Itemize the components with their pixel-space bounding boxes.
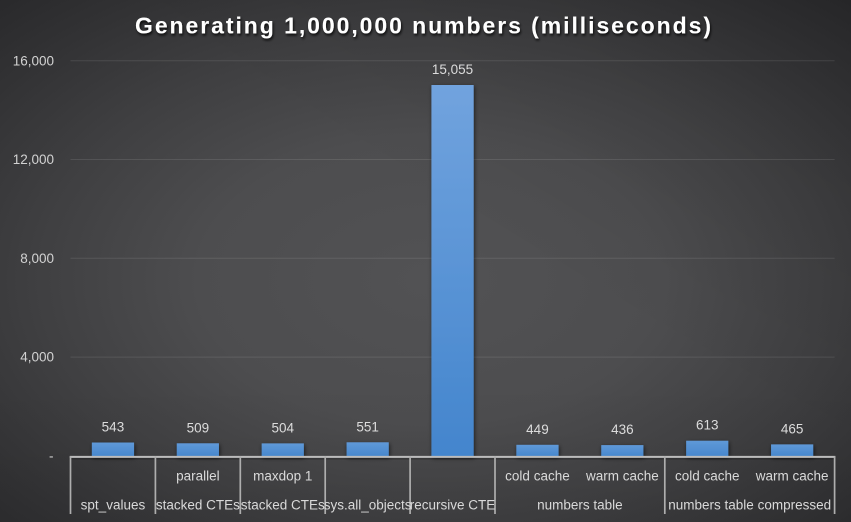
svg-text:504: 504	[271, 420, 294, 435]
svg-text:stacked CTEs: stacked CTEs	[241, 498, 325, 513]
svg-text:parallel: parallel	[176, 469, 220, 484]
svg-text:465: 465	[781, 421, 804, 436]
svg-text:12,000: 12,000	[13, 152, 54, 167]
svg-text:numbers table compressed: numbers table compressed	[668, 498, 831, 513]
svg-text:cold cache: cold cache	[505, 469, 570, 484]
svg-text:sys.all_objects: sys.all_objects	[324, 498, 412, 513]
svg-text:8,000: 8,000	[20, 251, 54, 266]
svg-text:543: 543	[102, 420, 125, 435]
svg-text:4,000: 4,000	[20, 350, 54, 365]
svg-text:warm cache: warm cache	[585, 469, 659, 484]
svg-text:numbers table: numbers table	[537, 498, 623, 513]
svg-text:stacked CTEs: stacked CTEs	[156, 498, 240, 513]
svg-text:613: 613	[696, 418, 719, 433]
svg-text:449: 449	[526, 422, 549, 437]
svg-text:Generating 1,000,000 numbers (: Generating 1,000,000 numbers (millisecon…	[135, 13, 711, 39]
svg-text:spt_values: spt_values	[81, 498, 146, 513]
svg-text:recursive CTE: recursive CTE	[410, 498, 496, 513]
svg-text:551: 551	[356, 419, 379, 434]
svg-text:maxdop 1: maxdop 1	[253, 469, 312, 484]
svg-text:warm cache: warm cache	[755, 469, 829, 484]
svg-text:cold cache: cold cache	[675, 469, 740, 484]
svg-text:16,000: 16,000	[13, 53, 54, 68]
svg-text:15,055: 15,055	[432, 62, 473, 77]
svg-text:-: -	[49, 449, 54, 464]
svg-text:436: 436	[611, 422, 634, 437]
svg-text:509: 509	[187, 420, 210, 435]
